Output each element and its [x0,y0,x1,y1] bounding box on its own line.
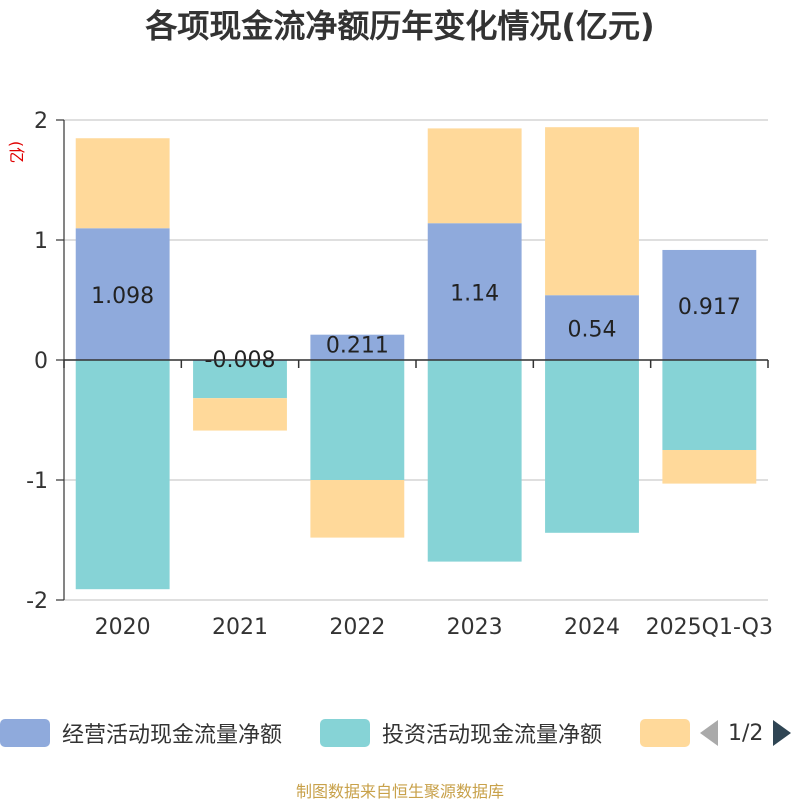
legend-item[interactable]: 投资活动现金流量净额 [320,713,602,753]
data-label: 0.54 [568,318,617,343]
legend-label: 经营活动现金流量净额 [62,723,283,748]
bar-series2-2021 [193,360,287,399]
legend-next-icon[interactable] [773,720,792,746]
bar-series3-2022 [310,480,405,538]
legend: 经营活动现金流量净额 投资活动现金流量净额 [0,713,800,753]
data-label: 0.211 [326,334,389,359]
bar-series2-2025Q1-Q3 [662,360,757,450]
chart-title: 各项现金流净额历年变化情况(亿元) [145,7,655,45]
x-tick-label: 2025Q1-Q3 [646,615,773,640]
bar-series2-2024 [545,360,639,533]
y-tick-label: 2 [34,109,48,134]
bar-series1-2020 [75,228,170,360]
x-tick-label: 2021 [212,615,268,640]
y-tick-label: -1 [26,469,48,494]
bar-series1-2023 [427,223,522,360]
legend-swatch [320,719,370,747]
legend-swatch [640,719,690,747]
bar-series3-2021 [193,398,287,431]
bar-series2-2022 [310,360,405,480]
stacked-bar-chart: -2-10121.098-0.0080.2111.140.540.9172020… [26,109,773,640]
y-tick-label: 0 [34,349,48,374]
bar-series1-2024 [545,295,639,360]
bar-series1-2025Q1-Q3 [662,249,757,360]
legend-label: 投资活动现金流量净额 [382,723,603,748]
legend-item[interactable] [640,713,690,753]
bar-series2-2020 [75,360,170,590]
legend-prev-icon[interactable] [700,720,718,746]
bar-series3-2023 [427,128,522,224]
bar-series3-2025Q1-Q3 [662,450,757,484]
x-tick-label: 2022 [329,615,385,640]
legend-pager: 1/2 [700,713,792,753]
data-label: 1.098 [91,284,154,309]
data-label: 1.14 [450,282,499,307]
y-tick-label: 1 [34,229,48,254]
legend-swatch [0,719,50,747]
data-label: 0.917 [678,295,741,320]
legend-item[interactable]: 经营活动现金流量净额 [0,713,282,753]
bar-series2-2023 [427,360,522,562]
data-source-note: 制图数据来自恒生聚源数据库 [295,782,504,801]
y-tick-label: -2 [26,589,48,614]
bar-series3-2024 [545,127,639,296]
legend-page-indicator: 1/2 [728,720,764,746]
bar-series3-2020 [75,138,170,229]
x-tick-label: 2020 [95,615,151,640]
bar-series1-2022 [310,334,405,360]
x-tick-label: 2024 [564,615,620,640]
x-tick-label: 2023 [447,615,503,640]
